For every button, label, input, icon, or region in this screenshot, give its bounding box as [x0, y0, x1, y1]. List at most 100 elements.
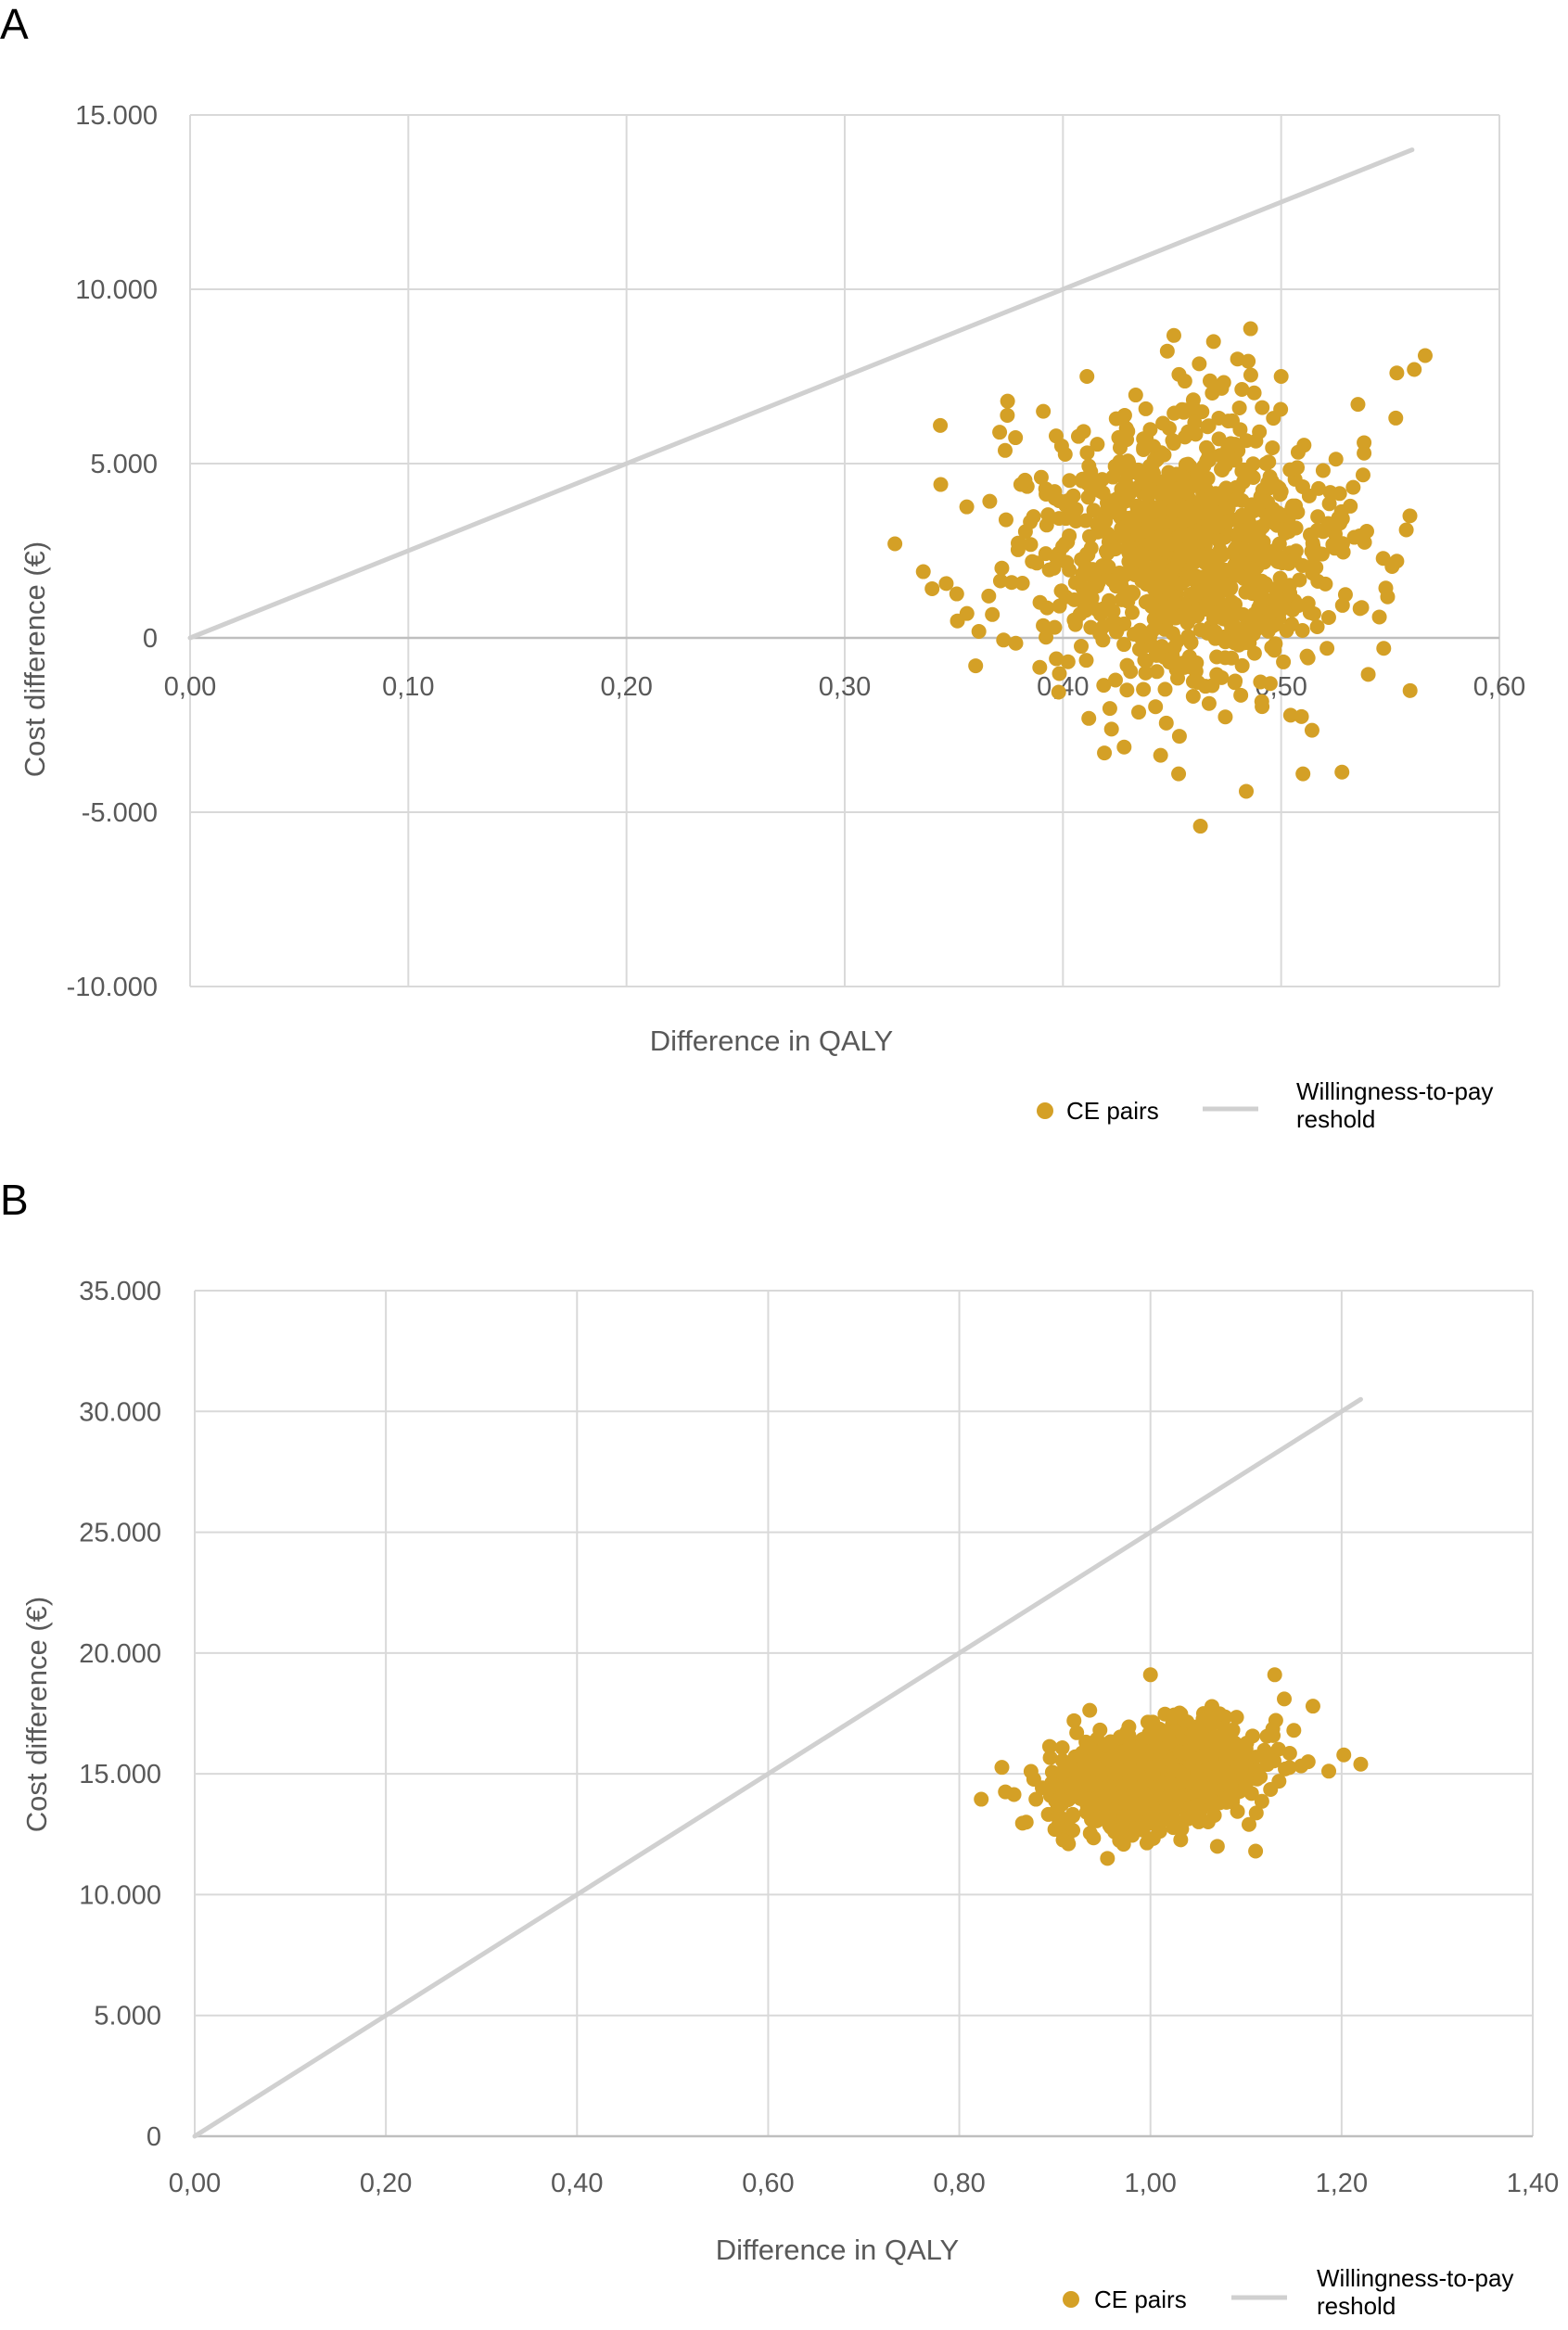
ce-pair-point: [1209, 667, 1225, 682]
ce-pair-point: [1243, 367, 1258, 383]
ce-pair-point: [998, 512, 1013, 528]
ce-pair-point: [1259, 1757, 1275, 1773]
ce-pair-point: [1090, 574, 1106, 590]
ce-pair-point: [1282, 462, 1298, 477]
y-tick-label: 5.000: [90, 450, 158, 479]
ce-pair-point: [1269, 478, 1285, 494]
ce-pair-point: [1253, 674, 1268, 690]
ce-pair-point: [1125, 605, 1141, 620]
ce-pair-point: [1141, 516, 1156, 531]
ce-pair-point: [1189, 1798, 1205, 1814]
x-axis-title: Difference in QALY: [716, 2234, 960, 2266]
ce-pair-point: [1165, 503, 1180, 518]
ce-pair-point: [1079, 445, 1095, 461]
ce-pair-point: [1300, 650, 1316, 666]
ce-pair-point: [1230, 480, 1246, 496]
ce-pair-point: [1171, 729, 1187, 745]
x-tick-label: 1,00: [1124, 2169, 1176, 2198]
ce-pair-point: [1112, 1823, 1128, 1839]
ce-pair-point: [1121, 487, 1137, 503]
ce-pair-point: [1195, 476, 1211, 491]
ce-pair-point: [1074, 473, 1090, 489]
ce-pair-point: [924, 580, 940, 596]
ce-pair-point: [1115, 529, 1131, 545]
ce-pair-point: [1051, 1792, 1066, 1808]
ce-pair-point: [1277, 1691, 1293, 1707]
ce-pair-point: [1059, 554, 1075, 570]
ce-pair-point: [1130, 507, 1146, 523]
ce-pair-point: [1141, 481, 1156, 497]
ce-pair-point: [1212, 1706, 1228, 1722]
ce-pair-point: [1334, 764, 1350, 780]
ce-pair-point: [1077, 1754, 1092, 1770]
ce-pair-point: [1300, 1754, 1316, 1770]
x-tick-label: 0,10: [382, 672, 434, 702]
ce-pair-point: [1144, 599, 1160, 615]
ce-pair-point: [1142, 1667, 1158, 1683]
ce-pair-point: [1179, 615, 1195, 630]
ce-pair-point: [992, 425, 1008, 440]
ce-pair-point: [1126, 585, 1141, 601]
ce-pair-point: [1315, 463, 1331, 478]
ce-pair-point: [1235, 606, 1251, 622]
ce-pair-point: [1169, 633, 1185, 649]
ce-pair-point: [1057, 446, 1073, 462]
ce-pair-point: [1173, 1706, 1189, 1722]
ce-pair-point: [1380, 589, 1396, 605]
ce-pair-point: [1234, 381, 1250, 397]
y-tick-label: 10.000: [75, 275, 158, 305]
ce-pair-point: [1252, 424, 1268, 439]
ce-pair-point: [1355, 467, 1370, 483]
ce-pair-point: [1159, 1811, 1175, 1827]
ce-pair-point: [1087, 1745, 1103, 1761]
ce-pair-point: [1122, 1773, 1138, 1789]
ce-pair-point: [1243, 468, 1259, 484]
ce-pair-point: [1326, 516, 1342, 531]
ce-pair-point: [1060, 654, 1076, 669]
ce-pair-point: [1055, 539, 1071, 554]
ce-pair-point: [1224, 650, 1240, 666]
ce-pair-point: [1049, 651, 1064, 667]
ce-pair-point: [1350, 397, 1366, 413]
ce-pair-point: [1052, 598, 1067, 614]
ce-pair-point: [1130, 1744, 1146, 1760]
x-tick-label: 1,40: [1507, 2169, 1559, 2198]
ce-pair-point: [1163, 490, 1179, 505]
threshold-line: [192, 1396, 1363, 2139]
legend-label-ce-pairs: CE pairs: [1066, 1097, 1159, 1125]
x-tick-label: 1,20: [1316, 2169, 1368, 2198]
ce-pair-point: [992, 573, 1008, 589]
ce-pair-point: [1213, 490, 1229, 506]
ce-pair-point: [1136, 439, 1152, 455]
ce-pair-point: [1246, 645, 1262, 661]
ce-pair-point: [1192, 819, 1208, 834]
ce-pair-point: [1148, 699, 1164, 715]
ce-pair-point: [997, 442, 1013, 458]
legend-label-threshold: reshold: [1317, 2292, 1396, 2320]
ce-pair-point: [1023, 537, 1039, 553]
legend-label-threshold: Willingness-to-pay: [1296, 1077, 1493, 1105]
ce-pair-point: [1273, 401, 1289, 417]
ce-pair-point: [1130, 525, 1146, 541]
x-tick-label: 0,20: [360, 2169, 412, 2198]
ce-pair-point: [1190, 568, 1205, 584]
ce-pair-point: [1069, 1725, 1085, 1740]
ce-pair-point: [933, 417, 949, 433]
ce-pair-point: [1032, 659, 1048, 675]
ce-pair-point: [982, 493, 998, 509]
ce-pair-point: [1054, 1740, 1070, 1756]
ce-pair-point: [1180, 456, 1196, 472]
ce-pair-point: [1306, 557, 1321, 573]
ce-pair-point: [1166, 405, 1182, 421]
ce-pair-point: [1407, 362, 1422, 377]
ce-pair-point: [1217, 577, 1233, 592]
ce-pair-point: [1286, 1723, 1302, 1738]
ce-pair-point: [1098, 514, 1114, 529]
ce-pair-point: [1103, 721, 1119, 737]
ce-pair-point: [1192, 356, 1207, 372]
ce-pair-point: [1268, 636, 1283, 652]
ce-pair-point: [1082, 1777, 1098, 1793]
ce-pair-point: [1165, 433, 1180, 449]
